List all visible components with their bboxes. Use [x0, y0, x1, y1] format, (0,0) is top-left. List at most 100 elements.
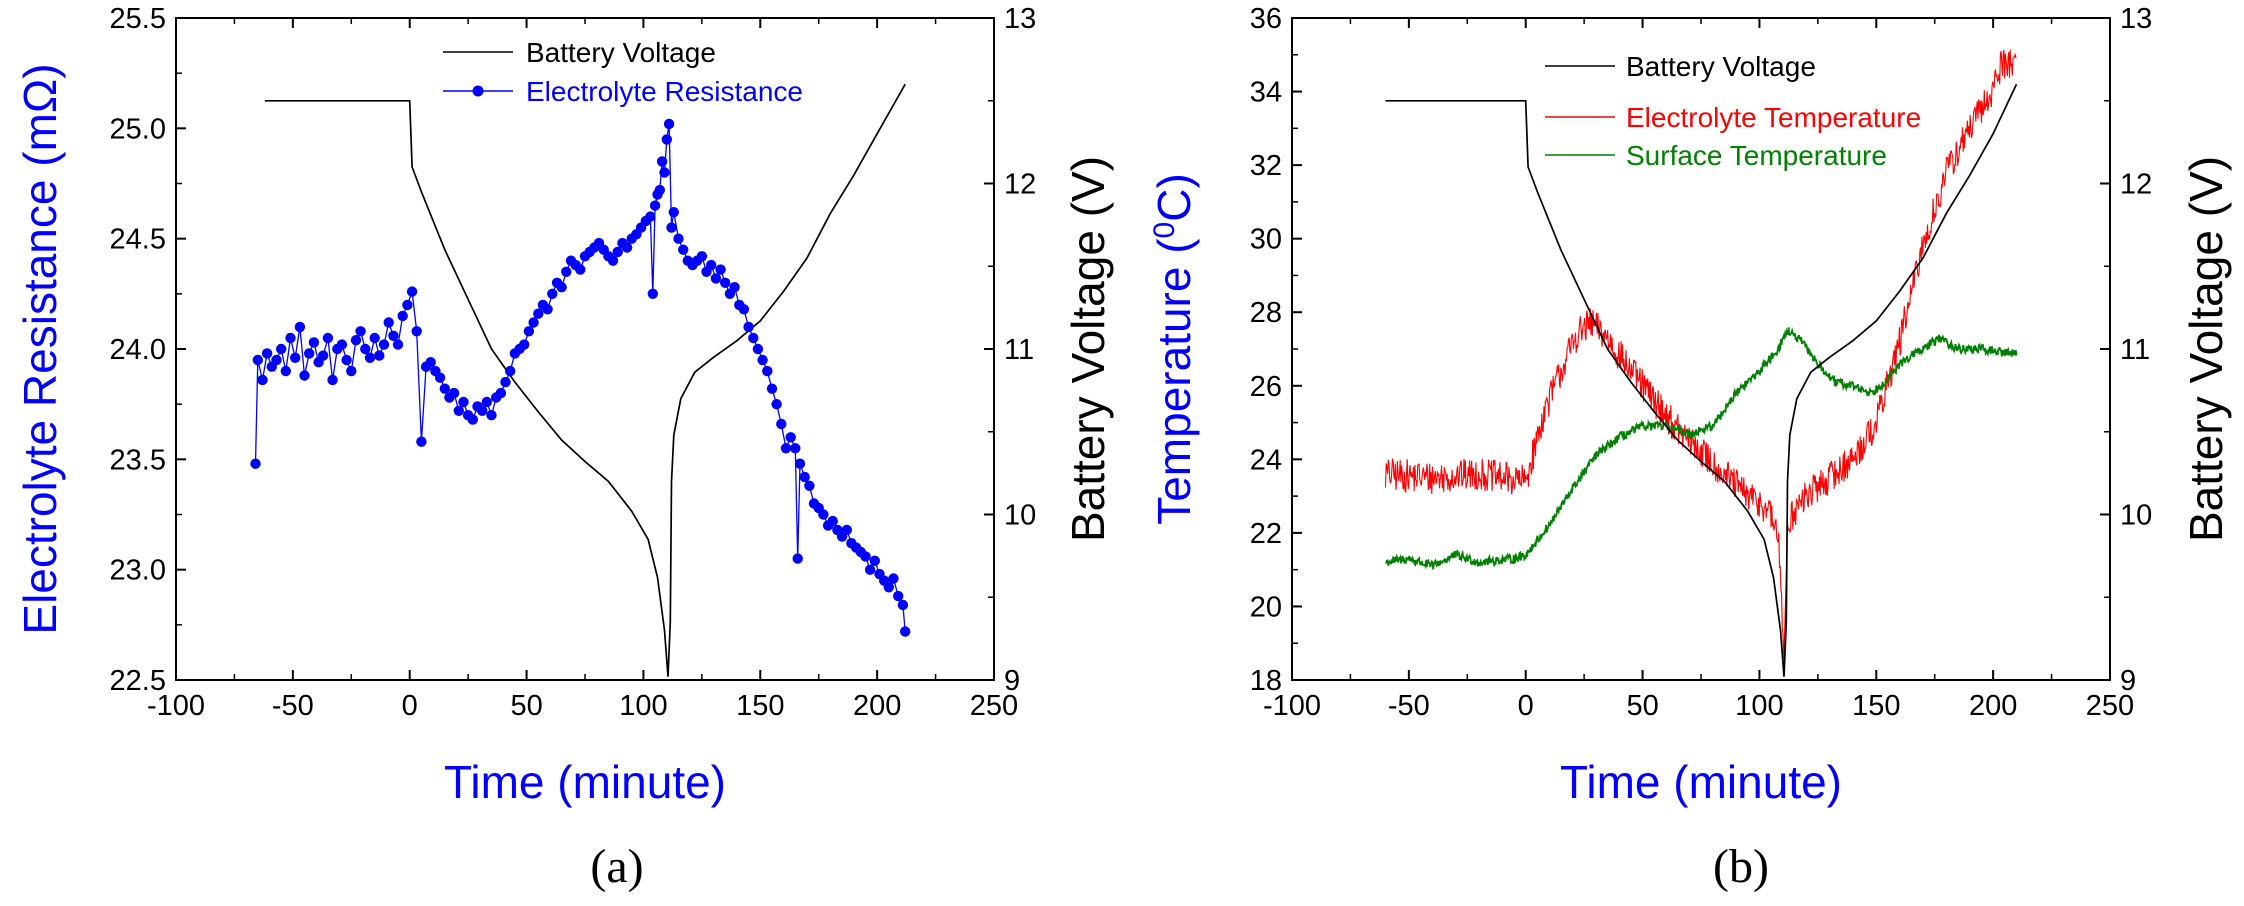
data-point-electrolyte-resistance [710, 273, 722, 284]
data-point-electrolyte-resistance [621, 242, 633, 253]
data-point-electrolyte-resistance [257, 374, 268, 386]
data-point-electrolyte-resistance [869, 555, 880, 566]
series-line-electrolyte-temperature [1384, 49, 2017, 660]
panel-a-chart: -100 -50 0 50 100 150 200 250 22.523.023.524.02… [14, 3, 1114, 893]
y-axis-left: 18 20 22 24 26 28 30 32 34 36 [1250, 3, 1302, 697]
data-point-electrolyte-resistance [864, 564, 876, 575]
data-point-electrolyte-resistance [757, 354, 768, 366]
data-point-electrolyte-resistance [827, 515, 838, 527]
data-point-electrolyte-resistance [477, 405, 488, 416]
data-point-electrolyte-resistance [369, 332, 380, 344]
data-point-electrolyte-resistance [649, 200, 661, 211]
data-point-electrolyte-resistance [294, 321, 306, 333]
x-tick-label: 0 [402, 690, 418, 722]
data-point-electrolyte-resistance [715, 264, 726, 275]
legend-label-electrolyte-resistance: Electrolyte Resistance [526, 76, 803, 107]
data-point-electrolyte-resistance [860, 551, 871, 562]
data-point-electrolyte-resistance [841, 524, 852, 536]
series-layer [250, 83, 911, 677]
data-point-electrolyte-resistance [360, 343, 371, 355]
y-axis-left-title-tail: C) [1148, 173, 1200, 222]
panel-caption: (a) [590, 840, 643, 893]
data-point-electrolyte-resistance [647, 288, 658, 299]
data-point-electrolyte-resistance [402, 299, 413, 311]
data-point-electrolyte-resistance [364, 352, 376, 363]
data-point-electrolyte-resistance [411, 326, 422, 337]
data-point-electrolyte-resistance [250, 458, 261, 469]
data-point-electrolyte-resistance [528, 317, 539, 328]
data-point-electrolyte-resistance [575, 264, 586, 275]
y-right-tick-label: 9 [1004, 665, 1020, 697]
y-right-tick-label: 13 [1004, 3, 1036, 35]
data-point-electrolyte-resistance [505, 365, 516, 377]
data-point-electrolyte-resistance [299, 370, 310, 381]
y-left-tick-label: 36 [1250, 3, 1282, 35]
data-point-electrolyte-resistance [893, 590, 904, 602]
data-point-electrolyte-resistance [792, 553, 803, 564]
data-point-electrolyte-resistance [308, 337, 320, 348]
data-point-electrolyte-resistance [406, 286, 418, 297]
data-point-electrolyte-resistance [392, 339, 404, 350]
data-point-electrolyte-resistance [743, 321, 754, 333]
data-point-electrolyte-resistance [322, 332, 334, 344]
data-point-electrolyte-resistance [453, 405, 464, 416]
data-point-electrolyte-resistance [378, 339, 390, 350]
data-point-electrolyte-resistance [790, 443, 801, 454]
series-line-battery-voltage [1385, 83, 2018, 677]
x-axis-title: Time (minute) [444, 756, 726, 808]
data-point-electrolyte-resistance [261, 348, 273, 359]
y-axis-right-title: Battery Voltage (V) [1062, 156, 1114, 542]
y-left-tick-label: 23.0 [110, 555, 166, 587]
data-point-electrolyte-resistance [900, 626, 911, 637]
y-left-tick-label: 22.5 [110, 665, 166, 697]
data-point-electrolyte-resistance [276, 343, 287, 355]
data-point-electrolyte-resistance [397, 310, 408, 322]
x-axis: -100 -50 0 50 100 150 200 250 [1263, 18, 2134, 722]
data-point-electrolyte-resistance [748, 332, 759, 344]
data-point-electrolyte-resistance [762, 365, 773, 377]
data-point-electrolyte-resistance [729, 282, 740, 293]
y-axis-left: 22.5 23.0 23.5 24.0 24.5 25.0 25.5 [110, 3, 186, 697]
x-tick-label: 50 [1626, 690, 1658, 722]
y-left-tick-label: 18 [1250, 665, 1282, 697]
x-tick-label: 150 [736, 690, 784, 722]
data-point-electrolyte-resistance [659, 167, 670, 178]
x-tick-label: 150 [1852, 690, 1900, 722]
data-point-electrolyte-resistance [416, 436, 427, 447]
data-point-electrolyte-resistance [271, 354, 282, 366]
data-point-electrolyte-resistance [434, 372, 446, 383]
data-point-electrolyte-resistance [776, 418, 787, 430]
data-point-electrolyte-resistance [542, 304, 553, 315]
x-axis-title: Time (minute) [1560, 756, 1842, 808]
data-point-electrolyte-resistance [661, 134, 672, 145]
data-point-electrolyte-resistance [533, 308, 544, 319]
x-tick-label: 50 [510, 690, 542, 722]
legend-marker-electrolyte-resistance [472, 85, 484, 97]
data-point-electrolyte-resistance [818, 509, 829, 520]
x-tick-label: 250 [970, 690, 1018, 722]
data-point-electrolyte-resistance [663, 118, 675, 130]
data-point-electrolyte-resistance [696, 251, 708, 262]
y-left-tick-label: 24.5 [110, 224, 166, 256]
panel-b-chart: -100 -50 0 50 100 150 200 250 18202224262830323… [1148, 3, 2233, 893]
data-point-electrolyte-resistance [495, 387, 507, 399]
x-axis: -100 -50 0 50 100 150 200 250 [147, 18, 1018, 722]
legend-label-battery-voltage: Battery Voltage [1626, 51, 1816, 82]
data-point-electrolyte-resistance [645, 211, 656, 222]
y-left-tick-label: 26 [1250, 371, 1282, 403]
data-point-electrolyte-resistance [888, 573, 899, 584]
data-point-electrolyte-resistance [752, 343, 764, 355]
data-point-electrolyte-resistance [673, 233, 684, 244]
x-tick-label: 0 [1518, 690, 1534, 722]
y-axis-right: 9 10 11 12 13 [2100, 3, 2152, 697]
data-point-electrolyte-resistance [804, 480, 815, 491]
y-right-tick-label: 11 [1004, 334, 1034, 366]
series-line-battery-voltage [264, 83, 906, 677]
y-left-tick-label: 22 [1250, 518, 1282, 550]
data-point-electrolyte-resistance [785, 432, 796, 443]
data-point-electrolyte-resistance [304, 348, 315, 359]
data-point-electrolyte-resistance [458, 396, 469, 408]
series-layer [1384, 49, 2018, 677]
x-tick-label: 100 [619, 690, 667, 722]
